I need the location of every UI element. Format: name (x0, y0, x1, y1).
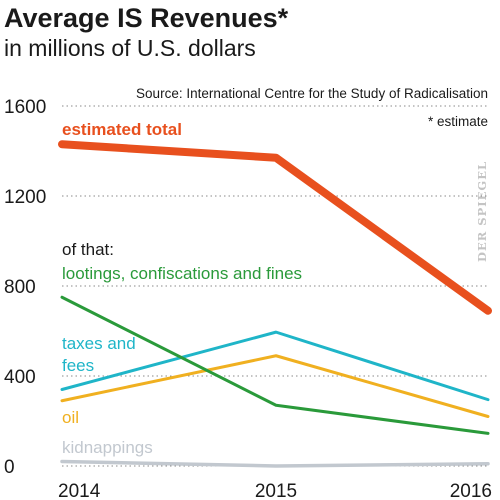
chart-footnote: * estimate (428, 114, 488, 129)
series-labels: estimated total of that: lootings, confi… (62, 120, 302, 457)
y-axis-ticks: 0 400 800 1200 1600 (4, 97, 46, 478)
series-label-oil: oil (62, 408, 79, 427)
series-line-lootings-confiscations-and-fines (60, 295, 490, 435)
series-label-kidnappings: kidnappings (62, 438, 153, 457)
y-tick-label-1600: 1600 (4, 97, 46, 118)
y-tick-label-800: 800 (4, 277, 36, 298)
series-label-taxes-line1: taxes and (62, 334, 136, 353)
series-line-kidnappings (60, 459, 490, 468)
series-label-taxes-and-fees: taxes and fees (62, 334, 140, 375)
chart-source: Source: International Centre for the Stu… (136, 86, 488, 101)
series-label-lootings: lootings, confiscations and fines (62, 264, 302, 283)
x-tick-label-2014: 2014 (58, 481, 101, 500)
series-lines (58, 140, 492, 468)
x-tick-label-2016: 2016 (450, 481, 492, 500)
series-label-taxes-line2: fees (62, 356, 94, 375)
chart-subtitle: in millions of U.S. dollars (4, 35, 256, 61)
y-tick-label-0: 0 (4, 457, 15, 478)
x-tick-label-2015: 2015 (255, 481, 297, 500)
series-line-taxes-and-fees (60, 330, 490, 402)
x-axis-ticks: 2014 2015 2016 (58, 481, 492, 500)
watermark-logo: DER SPIEGEL (475, 161, 489, 262)
y-tick-label-1200: 1200 (4, 187, 46, 208)
group-label: of that: (62, 240, 114, 259)
chart-title: Average IS Revenues* (4, 3, 289, 33)
series-line-oil (60, 354, 490, 418)
series-line-estimated-total (58, 140, 492, 315)
y-tick-label-400: 400 (4, 367, 36, 388)
series-label-estimated-total: estimated total (62, 120, 182, 139)
